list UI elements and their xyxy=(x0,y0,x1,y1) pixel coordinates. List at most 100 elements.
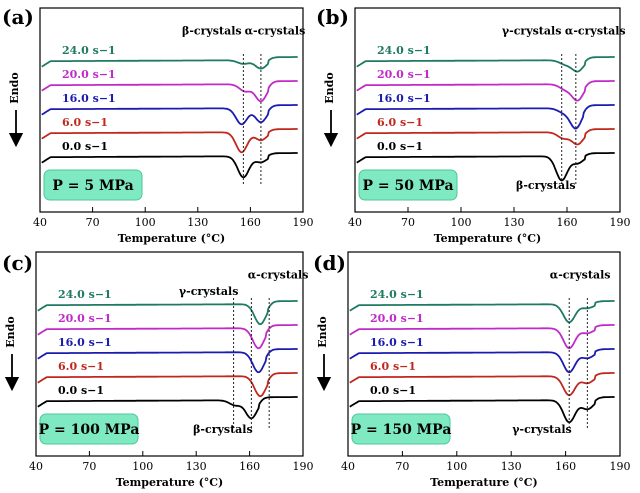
pressure-label: P = 50 MPa xyxy=(362,178,453,194)
panel-b: (b) 40 70 100 130 160 190 Temperature (°C) Endo 2… xyxy=(316,5,631,245)
series-label: 16.0 s−1 xyxy=(62,92,116,105)
curve-6.01 xyxy=(356,128,615,146)
x-tick-label: 70 xyxy=(82,460,96,473)
curve-16.01 xyxy=(356,104,615,130)
curve-20.01 xyxy=(356,80,615,102)
crystal-annotation: γ-crystals xyxy=(179,285,239,298)
curve-0.01 xyxy=(41,152,298,179)
x-axis-label: Temperature (°C) xyxy=(434,232,542,245)
curve-6.01 xyxy=(349,372,615,397)
x-tick-label: 130 xyxy=(501,460,522,473)
x-tick-label: 100 xyxy=(446,460,467,473)
curve-6.01 xyxy=(41,128,298,154)
pressure-box xyxy=(39,413,139,445)
x-tick-label: 100 xyxy=(451,216,472,229)
y-axis-label: Endo xyxy=(8,72,21,103)
x-tick-label: 160 xyxy=(557,216,578,229)
x-tick-label: 190 xyxy=(610,460,631,473)
plot-frame xyxy=(347,251,621,457)
crystal-annotation: α-crystals xyxy=(550,268,611,281)
series-label: 24.0 s−1 xyxy=(377,44,431,57)
curve-0.01 xyxy=(349,396,615,424)
x-tick-label: 130 xyxy=(187,216,208,229)
series-label: 6.0 s−1 xyxy=(58,360,104,373)
series-label: 0.0 s−1 xyxy=(58,384,104,397)
series-label: 20.0 s−1 xyxy=(377,68,431,81)
crystal-annotation: α-crystals xyxy=(248,268,309,281)
panel-label: (b) xyxy=(316,5,349,29)
series-label: 24.0 s−1 xyxy=(58,288,112,301)
pressure-label: P = 5 MPa xyxy=(52,178,133,194)
pressure-label: P = 150 MPa xyxy=(351,422,452,438)
x-tick-label: 40 xyxy=(341,460,355,473)
plot-frame xyxy=(39,7,304,213)
series-label: 6.0 s−1 xyxy=(62,116,108,129)
curve-24.01 xyxy=(37,300,298,326)
x-tick-label: 40 xyxy=(33,216,47,229)
series-label: 20.0 s−1 xyxy=(370,312,424,325)
series-label: 24.0 s−1 xyxy=(62,44,116,57)
x-tick-label: 190 xyxy=(293,216,314,229)
pressure-box xyxy=(43,169,143,201)
x-tick-label: 130 xyxy=(504,216,525,229)
curve-16.01 xyxy=(349,348,615,374)
series-label: 16.0 s−1 xyxy=(58,336,112,349)
series-label: 16.0 s−1 xyxy=(370,336,424,349)
crystal-annotation: α-crystals xyxy=(565,24,626,37)
curve-0.01 xyxy=(356,152,615,182)
crystal-annotation: β-crystals xyxy=(516,179,576,192)
curve-24.01 xyxy=(356,56,615,73)
y-axis-label: Endo xyxy=(4,316,17,347)
crystal-annotation: β-crystals xyxy=(193,423,253,436)
pressure-label: P = 100 MPa xyxy=(39,422,140,438)
crystal-annotation: α-crystals xyxy=(245,24,306,37)
curve-24.01 xyxy=(41,56,298,70)
pressure-box xyxy=(351,413,451,445)
panel-c: (c) 40 70 100 130 160 190 Temperature (°C) Endo 2… xyxy=(2,251,314,489)
x-axis-label: Temperature (°C) xyxy=(116,476,224,489)
x-tick-label: 70 xyxy=(86,216,100,229)
x-axis-label: Temperature (°C) xyxy=(118,232,226,245)
panel-label: (d) xyxy=(313,251,346,275)
curve-0.01 xyxy=(37,396,298,420)
plot-frame xyxy=(35,251,304,457)
curve-20.01 xyxy=(37,324,298,350)
curve-20.01 xyxy=(41,80,298,103)
panel-a: (a) 40 70 100 130 160 190 Temperature (°C) Endo 2… xyxy=(2,5,314,245)
crystal-annotation: β-crystals xyxy=(182,24,242,37)
x-tick-label: 160 xyxy=(239,460,260,473)
x-tick-label: 190 xyxy=(293,460,314,473)
panel-label: (a) xyxy=(2,5,34,29)
series-label: 6.0 s−1 xyxy=(377,116,423,129)
panel-label: (c) xyxy=(2,251,33,275)
crystal-annotation: γ-crystals xyxy=(502,24,562,37)
curve-20.01 xyxy=(349,324,615,350)
series-label: 24.0 s−1 xyxy=(370,288,424,301)
series-label: 20.0 s−1 xyxy=(62,68,116,81)
x-tick-label: 160 xyxy=(240,216,261,229)
series-label: 20.0 s−1 xyxy=(58,312,112,325)
y-axis-label: Endo xyxy=(316,316,329,347)
x-axis-label: Temperature (°C) xyxy=(430,476,538,489)
x-tick-label: 70 xyxy=(401,216,415,229)
x-tick-label: 40 xyxy=(29,460,43,473)
x-tick-label: 100 xyxy=(132,460,153,473)
series-label: 6.0 s−1 xyxy=(370,360,416,373)
curve-24.01 xyxy=(349,300,615,324)
plot-frame xyxy=(354,7,621,213)
x-tick-label: 160 xyxy=(555,460,576,473)
curve-6.01 xyxy=(37,372,298,398)
series-label: 0.0 s−1 xyxy=(370,384,416,397)
panel-d: (d) 40 70 100 130 160 190 Temperature (°C) Endo 2… xyxy=(313,251,631,489)
series-label: 0.0 s−1 xyxy=(377,140,423,153)
series-label: 16.0 s−1 xyxy=(377,92,431,105)
x-tick-label: 100 xyxy=(135,216,156,229)
curve-16.01 xyxy=(37,348,298,374)
y-axis-label: Endo xyxy=(323,72,336,103)
x-tick-label: 190 xyxy=(610,216,631,229)
curve-16.01 xyxy=(41,104,298,126)
crystal-annotation: γ-crystals xyxy=(512,423,572,436)
series-label: 0.0 s−1 xyxy=(62,140,108,153)
x-tick-label: 70 xyxy=(395,460,409,473)
